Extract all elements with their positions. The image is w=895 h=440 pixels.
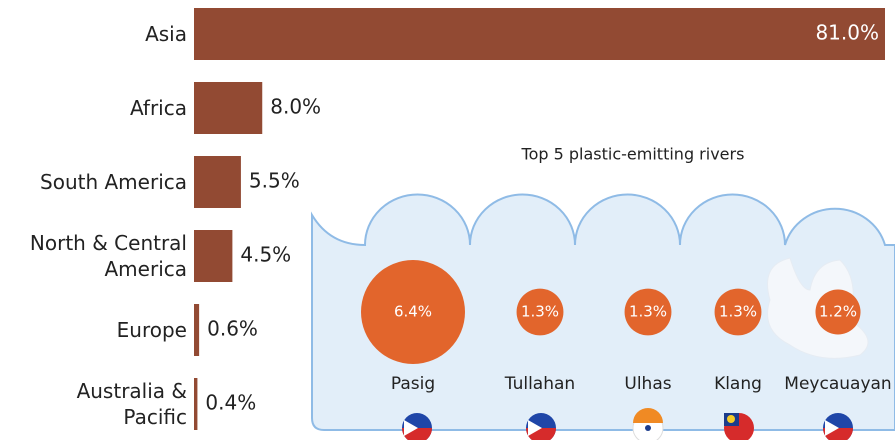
- bubble: [361, 260, 465, 364]
- bubble: [815, 289, 861, 335]
- value-label: 1.3%: [521, 303, 559, 321]
- river-label: Tullahan: [504, 374, 575, 394]
- value-label: 6.4%: [394, 303, 432, 321]
- river-label: Pasig: [391, 374, 435, 394]
- bubble: [516, 288, 564, 336]
- bar: [194, 8, 885, 60]
- category-label: South America: [40, 170, 187, 194]
- flags: [402, 408, 853, 440]
- value-label: 8.0%: [270, 95, 321, 119]
- value-label: 0.4%: [205, 391, 256, 415]
- river-label: Meycauayan: [784, 374, 891, 394]
- river-label: Klang: [714, 374, 762, 394]
- bubble: [714, 288, 762, 336]
- category-label: Australia & Pacific: [76, 379, 187, 429]
- category-label: Asia: [145, 22, 187, 46]
- bar: [194, 156, 241, 208]
- category-label: North & Central America: [29, 231, 187, 281]
- bubble: [624, 288, 672, 336]
- bar: [194, 304, 200, 356]
- river-label: Ulhas: [624, 374, 671, 394]
- value-label: 5.5%: [249, 169, 300, 193]
- value-label: 0.6%: [207, 317, 258, 341]
- category-label: Europe: [116, 318, 187, 342]
- value-label: 4.5%: [240, 243, 291, 267]
- bar: [194, 82, 263, 134]
- category-label: Africa: [129, 96, 187, 120]
- inset-title: Top 5 plastic-emitting rivers: [521, 145, 745, 164]
- value-label: 81.0%: [815, 21, 879, 45]
- bar: [194, 378, 198, 430]
- value-label: 1.3%: [719, 303, 757, 321]
- value-label: 1.2%: [819, 303, 857, 321]
- value-label: 1.3%: [629, 303, 667, 321]
- water-panel: [311, 193, 895, 431]
- bar: [194, 230, 233, 282]
